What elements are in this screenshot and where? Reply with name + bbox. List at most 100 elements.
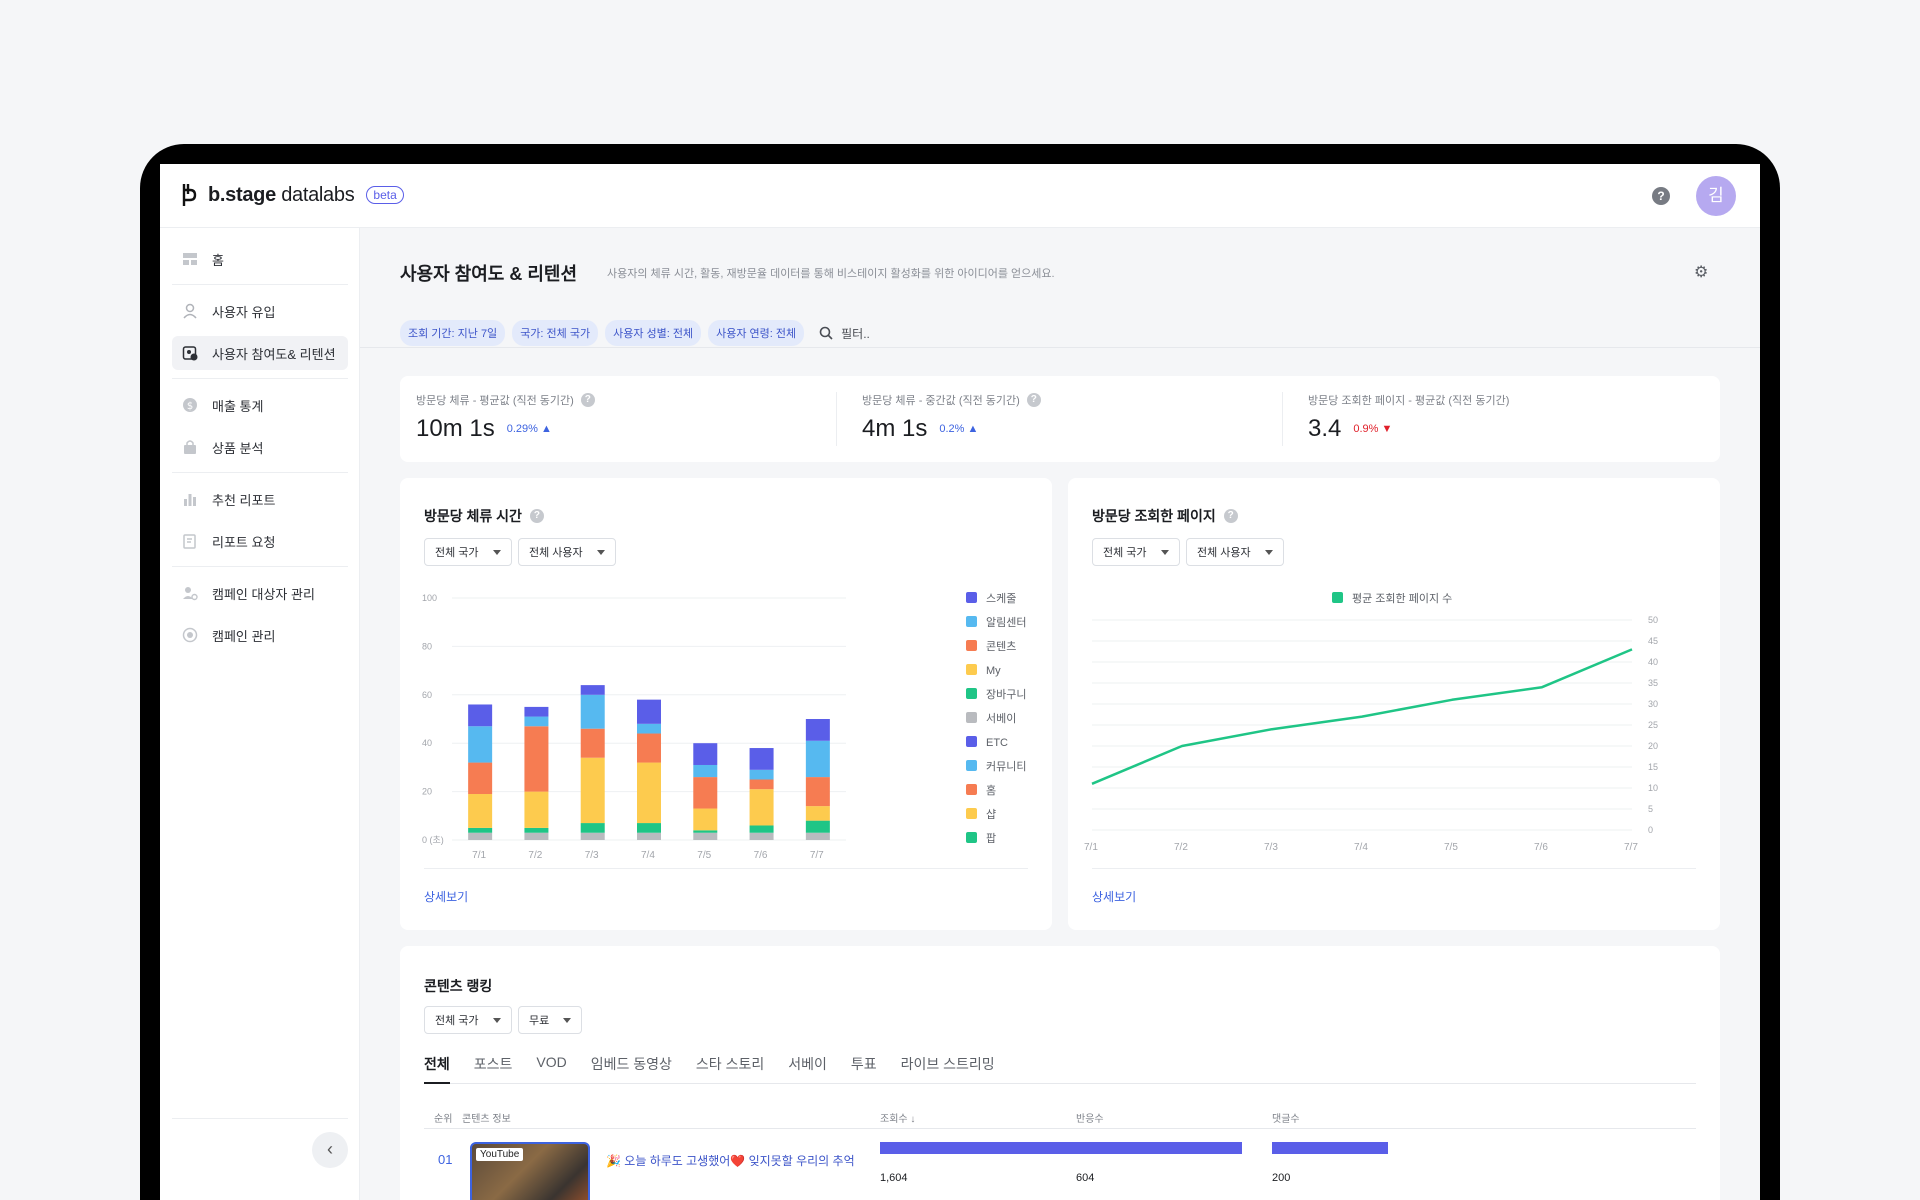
sidebar-item-engagement[interactable]: 사용자 참여도& 리텐션 [172,336,348,370]
dropdown-value: 전체 국가 [1103,547,1147,559]
sidebar-item-label: 리포트 요청 [212,534,276,550]
help-icon[interactable]: ? [1652,187,1670,205]
legend-swatch [966,592,977,603]
tab-survey[interactable]: 서베이 [788,1056,827,1072]
chevron-down-icon [1264,549,1273,555]
bar-segment [580,728,605,758]
kpi-divider [1282,392,1283,446]
youtube-badge: YouTube [476,1148,524,1161]
tab-live-streaming[interactable]: 라이브 스트리밍 [900,1056,995,1072]
sidebar-item-revenue[interactable]: $ 매출 통계 [172,388,348,422]
nav-divider [172,1118,348,1119]
bar-segment [749,832,774,840]
sidebar-item-campaigns[interactable]: 캠페인 관리 [172,618,348,652]
bag-icon [182,439,198,455]
search-icon [819,326,833,340]
y-tick-label: 0 (초) [422,835,444,845]
y-tick-label: 50 [1648,615,1658,625]
sidebar-item-label: 홈 [212,252,224,268]
bar-segment [468,832,493,840]
kpi-delta: 0.29% ▲ [507,423,552,435]
filter-chip-period[interactable]: 조회 기간: 지난 7일 [400,320,506,346]
legend-swatch [966,808,977,819]
legend-swatch [966,640,977,651]
help-icon[interactable]: ? [580,393,595,407]
kpi-delta-value: 0.9% [1353,423,1379,435]
content-title-link[interactable]: 🎉 오늘 하루도 고생했어❤️ 잊지못할 우리의 추억 [606,1154,855,1168]
tab-all[interactable]: 전체 [424,1050,450,1084]
tab-vote[interactable]: 투표 [850,1056,877,1072]
reactions-value: 604 [1076,1172,1095,1184]
country-dropdown[interactable]: 전체 국가 [424,1006,512,1034]
bar-segment [749,779,774,790]
country-dropdown[interactable]: 전체 국가 [424,538,512,566]
tab-vod[interactable]: VOD [536,1054,567,1070]
dashboard-icon [182,251,198,267]
filter-search[interactable]: 필터.. [819,325,870,342]
content-thumbnail[interactable]: YouTube [470,1142,590,1200]
user-dropdown[interactable]: 전체 사용자 [1186,538,1284,566]
sidebar-item-products[interactable]: 상품 분석 [172,430,348,464]
sidebar-item-home[interactable]: 홈 [172,242,348,276]
legend-swatch [966,712,977,723]
nav-divider [172,566,348,567]
bar-segment [637,762,661,824]
tab-post[interactable]: 포스트 [473,1056,513,1072]
y-tick-label: 35 [1648,678,1658,688]
bar-segment [580,685,605,695]
top-bar: b.stage datalabs beta ? 김 [160,164,1760,228]
legend-swatch [966,832,977,843]
x-tick-label: 7/2 [528,850,542,861]
kpi-card: 방문당 체류 - 평균값 (직전 동기간)? 10m 1s 0.29% ▲ 방문당… [400,376,1720,462]
sidebar-item-report-request[interactable]: 리포트 요청 [172,524,348,558]
dwell-stacked-bar-chart: 0 (초) 20 40 60 80 100 7/1 7/2 7/3 7/4 7/5 7/6 7/7 스케줄… [422,592,1026,861]
gear-icon[interactable]: ⚙ [1694,264,1709,281]
column-header-views[interactable]: 조회수 ↓ [880,1110,915,1125]
help-icon[interactable]: ? [529,509,544,523]
y-tick-label: 15 [1648,762,1658,772]
bar-segment [805,806,830,821]
price-dropdown[interactable]: 무료 [518,1006,583,1034]
collapse-sidebar-button[interactable]: ‹ [312,1132,348,1168]
help-icon[interactable]: ? [1026,393,1041,407]
user-dropdown[interactable]: 전체 사용자 [518,538,616,566]
country-dropdown[interactable]: 전체 국가 [1092,538,1180,566]
details-link[interactable]: 상세보기 [424,890,469,904]
main-content: 사용자 참여도 & 리텐션 사용자의 체류 시간, 활동, 재방문율 데이터를 … [360,228,1760,1200]
tab-embed-video[interactable]: 임베드 동영상 [590,1056,672,1072]
bar-segment [749,789,774,826]
bar-segment [524,706,549,717]
filter-chip-age[interactable]: 사용자 연령: 전체 [708,320,805,346]
target-icon [182,627,198,643]
x-tick-label: 7/3 [585,850,599,861]
filter-chip-gender[interactable]: 사용자 성별: 전체 [605,320,702,346]
bar-segment [524,716,549,727]
bar-segment [580,757,605,824]
chevron-down-icon [492,1017,501,1023]
card-title: 방문당 체류 시간 [424,508,522,524]
bar-segment [580,832,605,840]
sidebar-item-acquisition[interactable]: 사용자 유입 [172,294,348,328]
user-settings-icon [182,585,198,601]
legend-swatch [966,616,977,627]
user-icon [182,303,198,319]
legend-swatch [966,736,977,747]
logo[interactable]: b.stage datalabs beta [180,182,404,208]
bar-segment [580,694,605,729]
x-tick-label: 7/4 [1354,842,1368,853]
svg-text:$: $ [187,401,193,412]
x-tick-label: 7/2 [1174,842,1188,853]
sidebar-item-campaign-targets[interactable]: 캠페인 대상자 관리 [172,576,348,610]
sidebar-item-recommend[interactable]: 추천 리포트 [172,482,348,516]
kpi-delta: 0.9% ▼ [1353,423,1392,435]
tab-star-story[interactable]: 스타 스토리 [695,1056,765,1072]
help-icon[interactable]: ? [1223,509,1238,523]
y-tick-label: 40 [422,738,432,748]
avatar[interactable]: 김 [1696,176,1736,216]
details-link[interactable]: 상세보기 [1092,890,1137,904]
bar-segment [805,719,830,741]
logo-sub-text: datalabs [281,183,355,206]
filter-chip-country[interactable]: 국가: 전체 국가 [512,320,599,346]
column-header-comments: 댓글수 [1272,1114,1300,1125]
comments-value: 200 [1272,1172,1291,1184]
